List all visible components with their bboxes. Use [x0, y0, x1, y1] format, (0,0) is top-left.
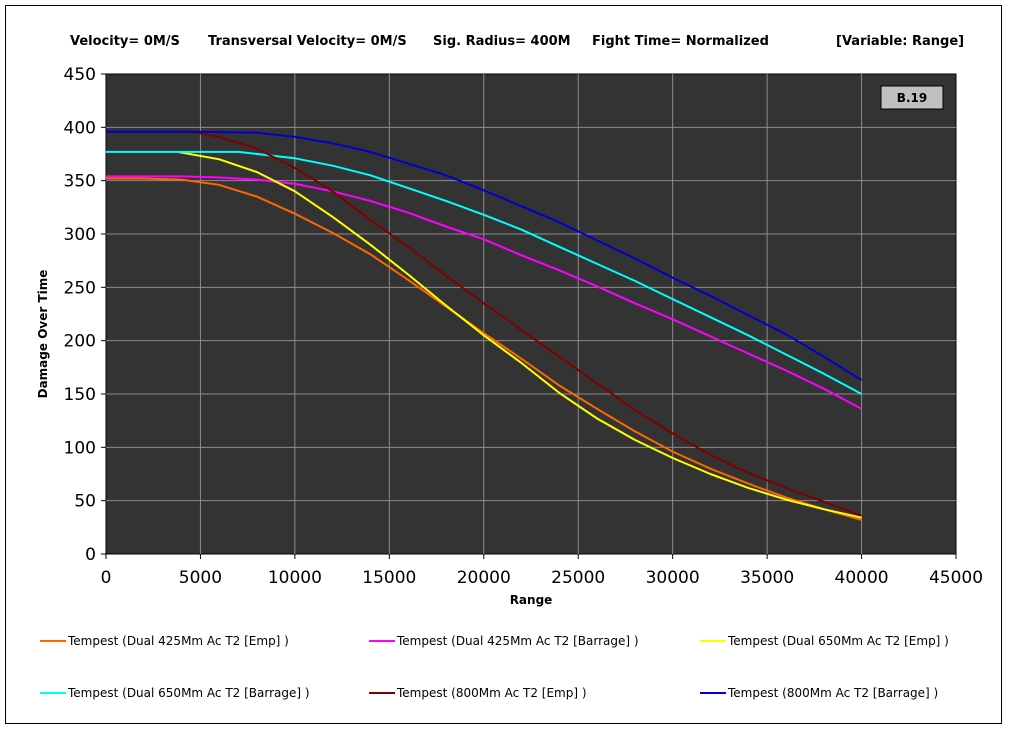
legend-item-5: Tempest (800Mm Ac T2 [Emp] ): [369, 686, 587, 700]
y-tick-label: 450: [64, 65, 96, 85]
header-transversal-velocity: Transversal Velocity= 0M/S: [208, 34, 407, 49]
legend-item-6: Tempest (800Mm Ac T2 [Barrage] ): [700, 686, 938, 700]
legend-label: Tempest (Dual 650Mm Ac T2 [Emp] ): [728, 634, 949, 648]
header-variable: [Variable: Range]: [836, 34, 965, 49]
y-tick-label: 350: [64, 172, 96, 192]
y-tick-label: 400: [64, 118, 96, 138]
x-tick-label: 40000: [835, 568, 889, 588]
y-tick-label: 100: [64, 438, 96, 458]
legend-swatch: [700, 692, 726, 694]
plot-area: [105, 73, 957, 555]
series-line-6: [106, 130, 863, 381]
x-tick-label: 0: [101, 568, 112, 588]
tick-labels: 0 5000 10000 15000 20000 25000 30000 35000 40000…: [64, 65, 984, 588]
series-line-4: [106, 150, 863, 395]
legend-swatch: [40, 640, 66, 642]
series-line-1: [106, 177, 862, 521]
x-tick-label: 10000: [268, 568, 322, 588]
y-tick-label: 0: [85, 545, 96, 565]
x-axis-label: Range: [510, 593, 553, 607]
legend-label: Tempest (Dual 425Mm Ac T2 [Emp] ): [68, 634, 289, 648]
legend-label: Tempest (Dual 425Mm Ac T2 [Barrage] ): [397, 634, 639, 648]
header-fight-time: Fight Time= Normalized: [592, 34, 769, 49]
x-tick-label: 15000: [362, 568, 416, 588]
legend-item-2: Tempest (Dual 425Mm Ac T2 [Barrage] ): [369, 634, 639, 648]
x-tick-label: 45000: [929, 568, 983, 588]
legend-item-3: Tempest (Dual 650Mm Ac T2 [Emp] ): [700, 634, 949, 648]
grid-lines: [101, 73, 957, 559]
x-tick-label: 30000: [646, 568, 700, 588]
legend-label: Tempest (800Mm Ac T2 [Barrage] ): [728, 686, 939, 700]
badge-label: B.19: [897, 91, 927, 105]
legend-item-4: Tempest (Dual 650Mm Ac T2 [Barrage] ): [40, 686, 310, 700]
x-tick-label: 25000: [551, 568, 605, 588]
legend-swatch: [369, 692, 395, 694]
legend-label: Tempest (Dual 650Mm Ac T2 [Barrage] ): [68, 686, 310, 700]
y-tick-label: 300: [64, 225, 96, 245]
legend-swatch: [700, 640, 726, 642]
legend-item-1: Tempest (Dual 425Mm Ac T2 [Emp] ): [40, 634, 289, 648]
y-tick-label: 150: [64, 385, 96, 405]
series-line-2: [106, 175, 863, 410]
legend-swatch: [40, 692, 66, 694]
legend-label: Tempest (800Mm Ac T2 [Emp] ): [397, 686, 587, 700]
badge-box: [880, 85, 944, 110]
y-tick-label: 250: [64, 278, 96, 298]
y-tick-label: 50: [74, 492, 96, 512]
x-tick-label: 5000: [179, 568, 222, 588]
series-line-3: [177, 150, 862, 519]
header-sig-radius: Sig. Radius= 400M: [433, 34, 571, 49]
y-tick-label: 200: [64, 332, 96, 352]
x-tick-label: 35000: [740, 568, 794, 588]
series-line-5: [106, 130, 862, 517]
x-tick-label: 20000: [457, 568, 511, 588]
y-axis-label: Damage Over Time: [36, 270, 50, 399]
series-lines: [106, 130, 863, 521]
legend-swatch: [369, 640, 395, 642]
header-velocity: Velocity= 0M/S: [70, 34, 180, 49]
